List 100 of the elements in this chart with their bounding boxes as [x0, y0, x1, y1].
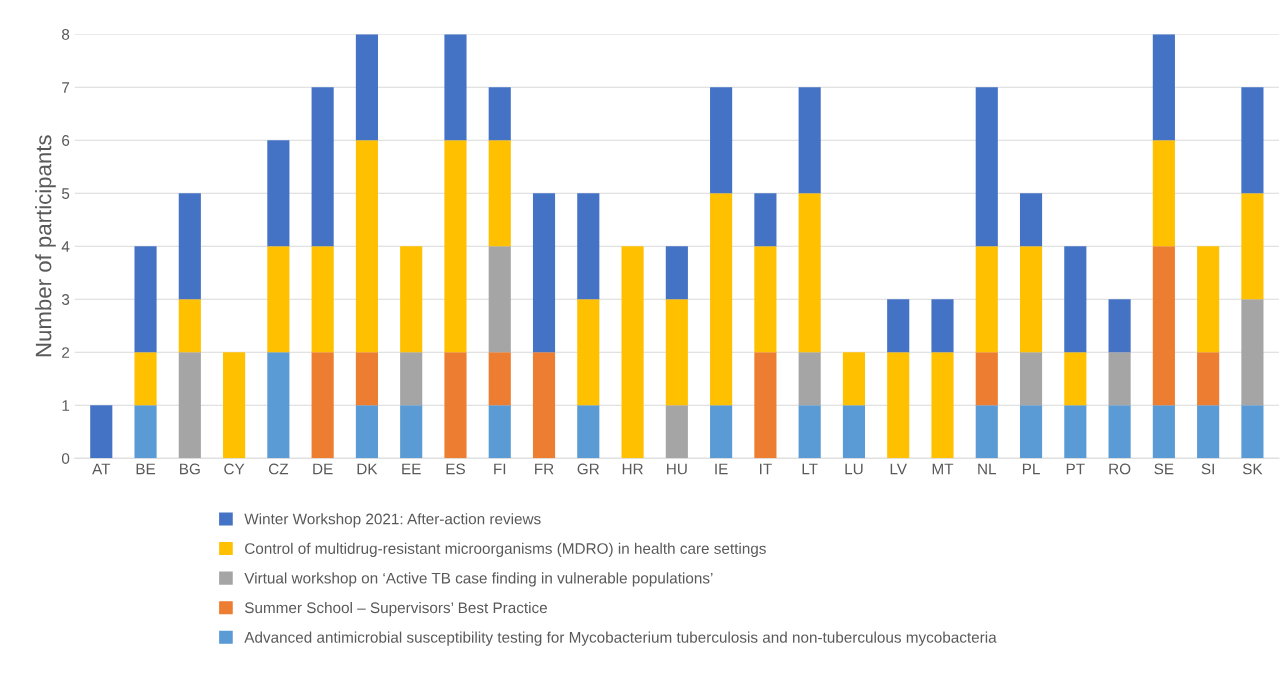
y-tick-label: 4	[61, 241, 70, 252]
x-tick-label: HR	[622, 463, 643, 475]
bar	[665, 299, 688, 406]
legend-label: Control of multidrug-resistant microorganisms (MDRO) in health care settings	[245, 542, 766, 557]
bar	[1019, 405, 1043, 459]
bar	[798, 352, 821, 406]
bar	[178, 193, 201, 300]
bar	[400, 352, 423, 406]
bar	[134, 352, 157, 406]
bar	[1019, 246, 1043, 353]
x-tick-label: HU	[667, 463, 687, 475]
x-tick-label: MT	[932, 463, 954, 475]
bar	[1152, 246, 1175, 406]
bar	[444, 140, 467, 353]
x-tick-label: GR	[577, 463, 600, 475]
bar	[1197, 246, 1220, 353]
y-tick-label: 0	[61, 453, 70, 464]
x-tick-label: DK	[357, 463, 378, 475]
bar	[665, 246, 688, 300]
bar	[400, 246, 423, 353]
bar	[532, 193, 556, 353]
bar	[798, 87, 821, 194]
legend-label: Virtual workshop on ‘Active TB case finding in vulnerable populations’	[244, 572, 713, 587]
x-tick-label: FR	[535, 463, 554, 475]
bar	[1241, 299, 1264, 406]
bar	[1241, 87, 1264, 194]
bar	[488, 246, 511, 353]
x-tick-label: PT	[1066, 463, 1085, 475]
x-tick-label: BE	[136, 463, 156, 475]
bar	[488, 405, 511, 459]
bar	[931, 299, 954, 353]
x-tick-label: ES	[446, 463, 465, 475]
x-tick-label: IE	[715, 463, 728, 475]
legend-label: Winter Workshop 2021: After-action reviews	[244, 513, 541, 528]
x-tick-label: CZ	[268, 463, 289, 475]
bar	[842, 405, 866, 459]
x-tick-label: BG	[180, 463, 200, 475]
bar	[444, 352, 467, 459]
bar	[1108, 299, 1131, 353]
bar	[267, 140, 290, 247]
x-tick-label: LU	[845, 463, 863, 475]
bar	[975, 405, 998, 459]
bar	[665, 405, 688, 459]
x-tick-label: LV	[890, 463, 907, 475]
bar	[754, 352, 777, 459]
bar	[134, 405, 157, 459]
y-tick-label: 5	[61, 188, 70, 199]
bar	[1152, 405, 1175, 459]
bar	[1197, 352, 1220, 406]
bar	[710, 193, 733, 406]
bar	[267, 352, 290, 459]
bar	[975, 352, 998, 406]
y-tick-label: 2	[62, 347, 70, 358]
bar	[488, 87, 511, 141]
x-tick-label: AT	[92, 463, 111, 475]
bar	[1108, 405, 1131, 459]
bar	[1152, 34, 1175, 141]
bar	[355, 140, 378, 353]
bar	[267, 246, 290, 353]
bar	[178, 299, 201, 353]
y-tick-label: 1	[62, 400, 70, 411]
x-tick-label: PL	[1022, 463, 1040, 475]
bar	[400, 405, 423, 459]
bar	[1064, 246, 1087, 353]
bar	[355, 405, 378, 459]
bar	[798, 405, 821, 459]
y-tick-label: 8	[62, 29, 70, 40]
bar	[488, 140, 511, 247]
bar	[798, 193, 821, 353]
y-axis-title: Number of participants	[35, 135, 56, 357]
bar	[1241, 193, 1264, 300]
x-tick-label: LT	[802, 463, 818, 475]
bar	[1108, 352, 1131, 406]
bar	[931, 352, 954, 459]
bar	[1019, 352, 1043, 406]
x-tick-label: SK	[1242, 463, 1263, 475]
bar	[577, 193, 600, 300]
bar	[754, 193, 777, 247]
bar	[355, 34, 378, 141]
bar	[355, 352, 378, 406]
x-tick-label: NL	[978, 463, 997, 475]
bar	[311, 246, 334, 353]
bar	[311, 352, 334, 459]
bar	[577, 405, 600, 459]
bar	[710, 405, 733, 459]
bar	[532, 352, 556, 459]
bar	[90, 405, 113, 459]
bar	[975, 87, 998, 247]
bar	[223, 352, 246, 459]
bar	[887, 299, 910, 353]
bar	[887, 352, 910, 459]
bar	[178, 352, 201, 459]
x-tick-label: CY	[224, 463, 245, 475]
bar	[842, 352, 866, 406]
x-tick-label: RO	[1109, 463, 1131, 475]
bar	[975, 246, 998, 353]
bar	[1064, 352, 1087, 406]
y-tick-label: 7	[62, 82, 70, 93]
x-tick-label: EE	[402, 463, 421, 475]
bar	[754, 246, 777, 353]
